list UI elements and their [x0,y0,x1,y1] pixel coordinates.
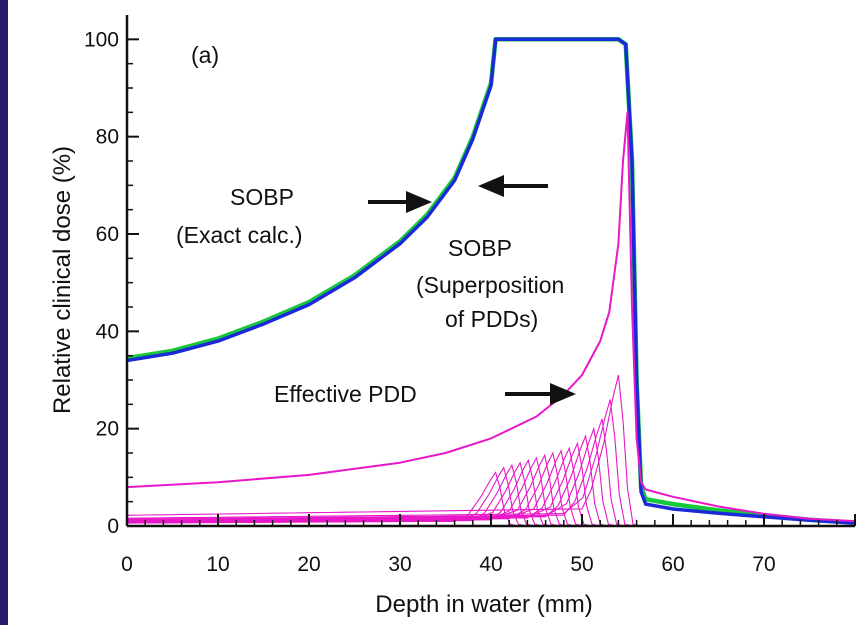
x-tick-label: 60 [661,553,684,576]
annotation-sobp-super-line3: of PDDs) [445,306,538,332]
individual-pdd-curve [126,451,576,527]
y-tick-label: 20 [96,418,119,441]
annotation-sobp-exact-line2: (Exact calc.) [176,222,303,248]
annotation-sobp-exact-line1: SOBP [230,184,294,210]
series-line-1 [126,37,856,525]
figure-frame: 0 10 20 30 40 50 60 70 0 20 40 60 80 100 (a) SOBP (Ex… [8,0,859,625]
y-axis-title: Relative clinical dose (%) [49,146,76,414]
y-tick-label: 40 [96,320,119,343]
individual-pdd-curve [126,399,634,527]
annotation-sobp-super-line1: SOBP [448,235,512,261]
individual-pdd-curve [126,374,642,527]
annotation-effective-pdd: Effective PDD [274,381,417,407]
x-tick-label: 0 [121,553,133,576]
panel-label: (a) [191,42,219,68]
x-tick-label: 20 [297,553,320,576]
arrow-sobp-super-head [478,175,504,197]
arrow-sobp-exact-head [406,191,432,213]
dose-depth-chart: 0 10 20 30 40 50 60 70 0 20 40 60 80 100 (a) SOBP (Ex… [49,15,856,618]
x-axis-title: Depth in water (mm) [375,591,592,618]
individual-pdd-curve [126,418,625,527]
x-tick-label: 70 [752,553,775,576]
annotation-sobp-super-line2: (Superposition [416,272,564,298]
x-tick-label: 50 [570,553,593,576]
y-tick-label: 0 [107,515,119,538]
x-tick-label: 30 [388,553,411,576]
x-tick-label: 40 [479,553,502,576]
series-line-2 [126,111,856,523]
x-tick-label: 10 [206,553,229,576]
arrow-effective-pdd-head [550,383,576,405]
y-tick-label: 80 [96,126,119,149]
y-tick-label: 100 [84,28,119,51]
individual-pdd-curve [126,426,617,527]
y-tick-label: 60 [96,223,119,246]
